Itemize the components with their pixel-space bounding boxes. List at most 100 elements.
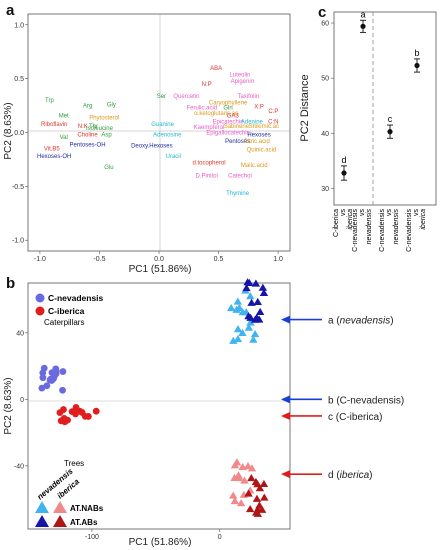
loading-label: Arg bbox=[83, 104, 92, 110]
point-nevadensis-nabs bbox=[226, 303, 236, 312]
point-iberica-nabs bbox=[247, 464, 257, 472]
loading-label: Adenosine bbox=[153, 133, 182, 139]
loading-label: D.Pinitol bbox=[195, 174, 217, 180]
point-nevadensis-abs bbox=[255, 307, 265, 316]
plot-b-xlabel: PC1 (51.86%) bbox=[129, 537, 192, 548]
point-iberica-nabs bbox=[230, 496, 240, 505]
annotation-arrowhead bbox=[281, 411, 290, 420]
loading-label: C:P bbox=[268, 109, 278, 115]
loading-label: Citric.acid bbox=[243, 139, 269, 145]
loading-label: Riboflavin bbox=[41, 122, 67, 128]
plot-b-xtick-label: -100 bbox=[85, 534, 99, 541]
loading-label: N:P bbox=[202, 82, 212, 88]
annotation-suffix: ) bbox=[390, 316, 393, 327]
point-c-nevadensis bbox=[59, 386, 66, 394]
panel-letter-a: a bbox=[6, 2, 15, 19]
point-nevadensis-abs bbox=[258, 283, 268, 291]
mean-point bbox=[414, 62, 420, 69]
legend-dot-c-iberica bbox=[35, 306, 45, 316]
plot-c-ytick-label: 50 bbox=[321, 76, 329, 83]
annotation-italic: nevadensis bbox=[340, 316, 391, 327]
panel-letter-c: c bbox=[318, 4, 327, 21]
loading-label: Quercetin bbox=[173, 94, 199, 100]
legend-title-caterpillars: Caterpillars bbox=[44, 318, 84, 327]
mean-point bbox=[387, 129, 393, 135]
point-c-nevadensis bbox=[59, 368, 67, 375]
loading-label: Vit.B5 bbox=[44, 147, 61, 153]
point-nevadensis-abs bbox=[242, 284, 251, 292]
point-c-iberica bbox=[92, 407, 100, 415]
point-nevadensis-nabs bbox=[233, 297, 243, 305]
point-nevadensis-abs bbox=[251, 279, 261, 287]
annotation-arrowhead bbox=[281, 395, 290, 404]
legend-tri-ib-nabs bbox=[53, 501, 67, 513]
plot-a-xtick-label: 0.5 bbox=[214, 256, 224, 263]
loading-label: Hexoses-OH bbox=[37, 154, 71, 160]
annotation-prefix: b (C-nevadensis) bbox=[328, 395, 404, 406]
category-label: C-iberica bbox=[333, 209, 340, 237]
plot-c-frame bbox=[333, 11, 437, 206]
loading-label: Thymine bbox=[226, 191, 250, 197]
pca-scores-plot: -100 0 40 0 -40 C-nevadensis C-iberica Cater… bbox=[3, 278, 404, 548]
plot-b-ytick-label: 0 bbox=[20, 397, 24, 404]
point-iberica-abs bbox=[247, 474, 256, 482]
plot-a-ytick-label: 0.0 bbox=[14, 130, 24, 137]
annotation-prefix: c (C-iberica) bbox=[328, 412, 382, 423]
loading-label: Quinic.acid bbox=[247, 148, 277, 154]
point-iberica-nabs bbox=[235, 474, 244, 482]
loading-label: Epicatechin bbox=[213, 120, 244, 126]
point-c-nevadensis bbox=[43, 382, 51, 390]
loading-label: X:P bbox=[254, 105, 264, 111]
plot-b-ytick-label: -40 bbox=[14, 463, 24, 470]
plot-b-xtick-label: 0 bbox=[218, 534, 222, 541]
loading-label: Choline bbox=[77, 133, 98, 139]
point-iberica-nabs bbox=[229, 491, 238, 499]
legend-label-c-iberica: C-iberica bbox=[48, 306, 85, 316]
significance-letter: c bbox=[388, 114, 393, 124]
point-c-iberica bbox=[57, 417, 65, 425]
plot-a-xlabel: PC1 (51.86%) bbox=[129, 264, 192, 275]
loading-label: Gly bbox=[107, 102, 116, 108]
loading-label: Pentoses bbox=[225, 139, 250, 145]
category-label: iberica bbox=[420, 209, 427, 230]
loading-label: Guanine bbox=[151, 122, 174, 128]
legend-tri-ib-abs bbox=[53, 515, 67, 527]
legend-label-nabs: AT.NABs bbox=[70, 504, 104, 513]
point-iberica-abs bbox=[253, 509, 263, 517]
point-c-nevadensis bbox=[46, 376, 54, 384]
point-c-iberica bbox=[72, 410, 79, 418]
loading-label: α.ketoglutaric.ac bbox=[194, 111, 238, 117]
loading-label: Taxifolin bbox=[237, 94, 259, 100]
point-c-iberica bbox=[81, 412, 89, 420]
point-nevadensis-nabs bbox=[246, 292, 255, 300]
panel-letter-b: b bbox=[6, 275, 16, 292]
loading-label: Asp bbox=[101, 133, 112, 139]
loading-label: Val bbox=[60, 135, 68, 141]
plot-c-ylabel: PC2 Distance bbox=[299, 74, 311, 141]
point-nevadensis-nabs bbox=[238, 328, 247, 336]
point-nevadensis-abs bbox=[243, 278, 252, 286]
annotation-italic: iberica bbox=[340, 470, 370, 481]
loading-label: Sabinene bbox=[224, 124, 250, 130]
plot-c-ytick-label: 30 bbox=[321, 186, 329, 193]
category-label: nevadensis bbox=[366, 209, 373, 245]
point-nevadensis-abs bbox=[252, 313, 261, 321]
plot-a-ylabel: PC2 (8.63%) bbox=[3, 102, 14, 159]
annotation-label: a (nevadensis) bbox=[328, 316, 394, 327]
point-iberica-abs bbox=[259, 479, 269, 487]
loading-label: N:K bbox=[78, 124, 88, 130]
point-iberica-abs bbox=[257, 505, 267, 513]
point-c-iberica bbox=[64, 416, 71, 424]
category-label: vs bbox=[340, 209, 347, 217]
point-iberica-nabs bbox=[238, 463, 247, 471]
point-c-iberica bbox=[72, 404, 80, 411]
significance-letter: b bbox=[414, 48, 419, 58]
pca-loadings-plot: -1.0 -0.5 0.0 0.5 1.0 -1.0 -0.5 0.0 0.5 1.0 ABA N:… bbox=[3, 13, 291, 275]
plot-a-xtick-label: 1.0 bbox=[273, 256, 283, 263]
plot-a-xtick-label: -1.0 bbox=[34, 256, 46, 263]
loading-label: Shikimic.ac bbox=[249, 124, 279, 130]
category-label: C-nevadensis bbox=[406, 209, 413, 252]
point-c-nevadensis bbox=[40, 364, 48, 372]
loading-label: C:N bbox=[268, 120, 278, 126]
loading-label: Isoleucine bbox=[86, 126, 114, 132]
